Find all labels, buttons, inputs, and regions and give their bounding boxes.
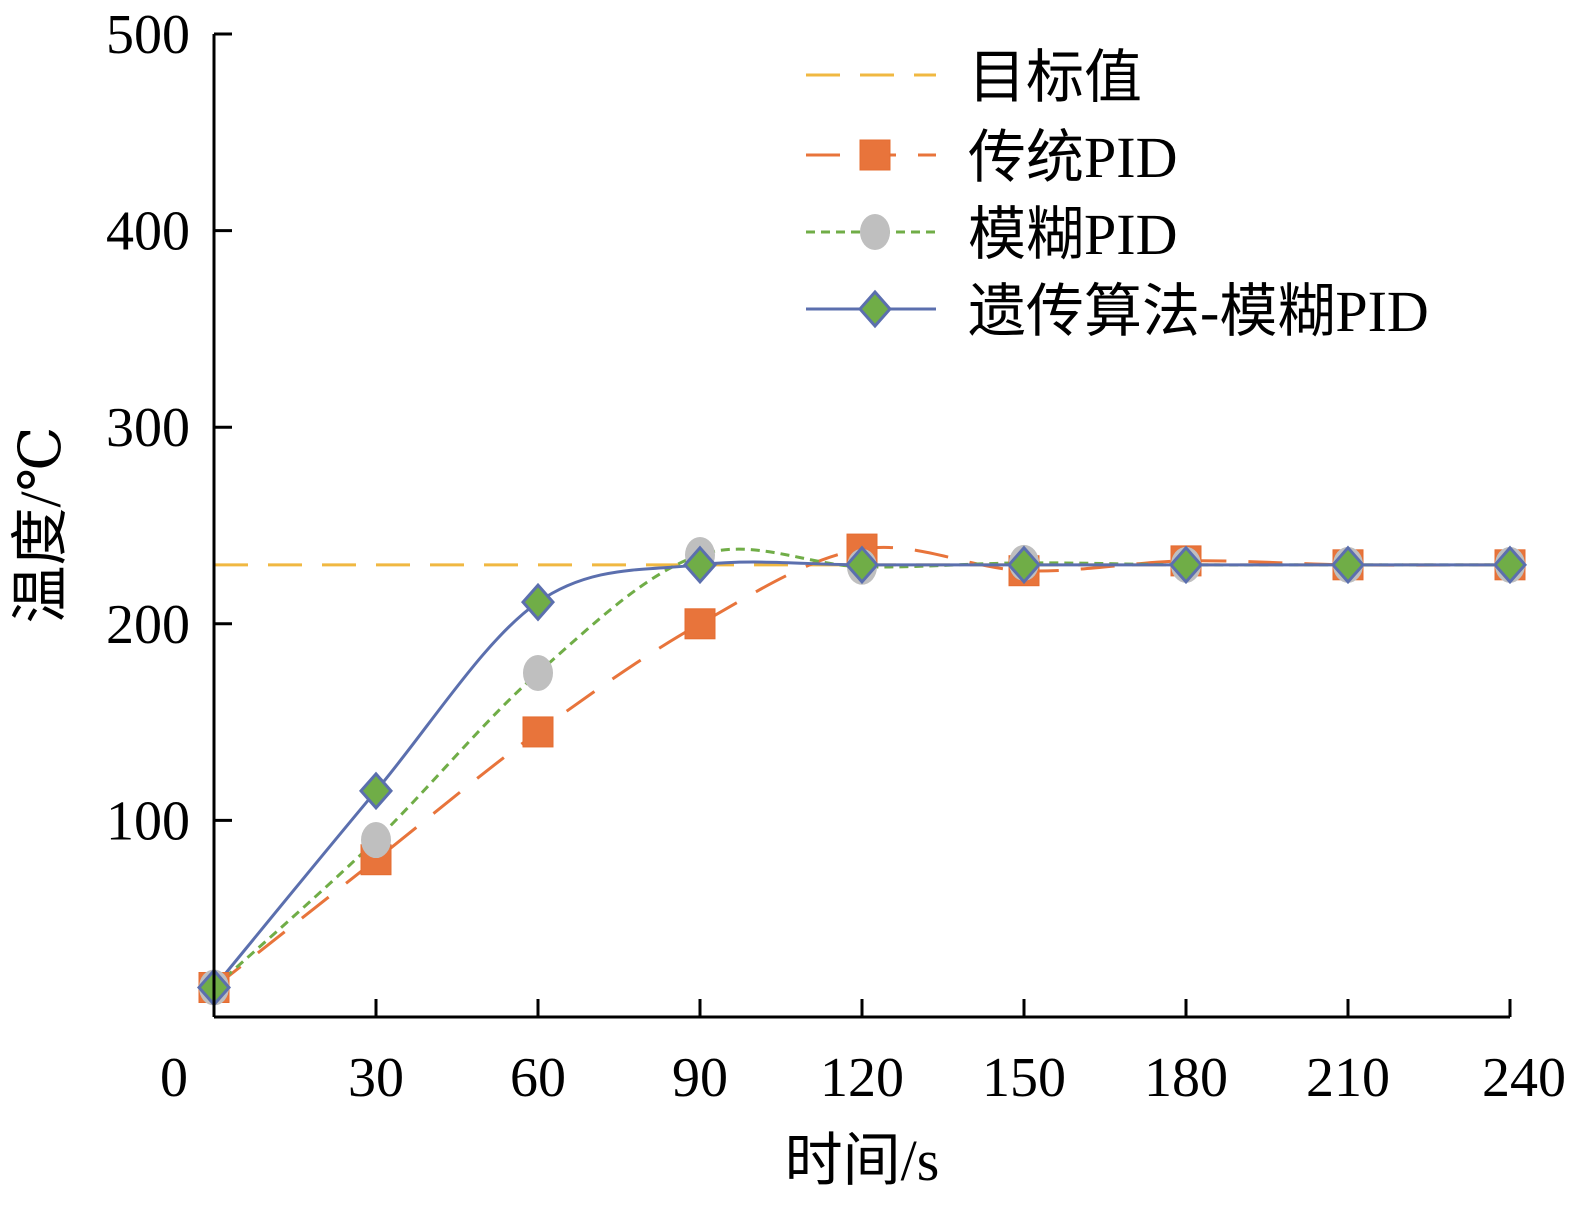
x-tick-label: 210 [1306, 1047, 1390, 1109]
x-tick-label: 0 [160, 1047, 188, 1109]
legend-label: 遗传算法-模糊PID [968, 279, 1429, 344]
y-axis-label: 温度/℃ [8, 427, 73, 624]
x-tick-label: 150 [982, 1047, 1066, 1109]
y-tick-label: 500 [106, 4, 190, 66]
series-2 [212, 547, 1510, 989]
legend-swatch-marker [859, 139, 891, 171]
series-2-line [212, 547, 1510, 989]
legend-label: 传统PID [968, 125, 1177, 190]
legend-swatch-marker [860, 214, 890, 250]
series-1 [213, 545, 1511, 989]
series-3-point [1492, 545, 1528, 585]
series-3-point [358, 771, 394, 811]
series-2-point [361, 822, 391, 859]
series-1-markers [198, 533, 1526, 1004]
legend-label: 目标值 [968, 45, 1142, 110]
ticks: 100 200 300 400 500 0 30 60 90 120 150 180 210 240 [106, 4, 1566, 1109]
series-3 [212, 560, 1510, 989]
series-3-point [1006, 545, 1042, 585]
y-tick-label: 300 [106, 397, 190, 459]
series-3-point [844, 545, 880, 585]
series-1-point [522, 716, 554, 748]
x-tick-label: 120 [820, 1047, 904, 1109]
series-3-point [1168, 545, 1204, 585]
series-3-point [1330, 545, 1366, 585]
series-2-markers [199, 536, 1525, 1006]
x-tick-label: 180 [1144, 1047, 1228, 1109]
x-tick-label: 90 [672, 1047, 728, 1109]
y-tick-label: 400 [106, 201, 190, 263]
series-3-markers [196, 545, 1528, 1007]
x-tick-label: 30 [348, 1047, 404, 1109]
series-3-point [520, 582, 556, 622]
series-layer [196, 533, 1528, 1007]
series-1-line [213, 545, 1511, 989]
series-3-point [682, 545, 718, 585]
y-tick-label: 100 [106, 790, 190, 852]
x-axis-label: 时间/s [785, 1128, 940, 1193]
y-tick-label: 200 [106, 594, 190, 656]
series-2-point [523, 654, 553, 691]
legend-swatch-marker [857, 289, 893, 329]
x-tick-label: 60 [510, 1047, 566, 1109]
series-1-point [684, 608, 716, 640]
axes [212, 34, 1510, 1019]
series-3-line [212, 560, 1510, 989]
x-tick-label: 240 [1482, 1047, 1566, 1109]
legend-label: 模糊PID [968, 202, 1177, 267]
